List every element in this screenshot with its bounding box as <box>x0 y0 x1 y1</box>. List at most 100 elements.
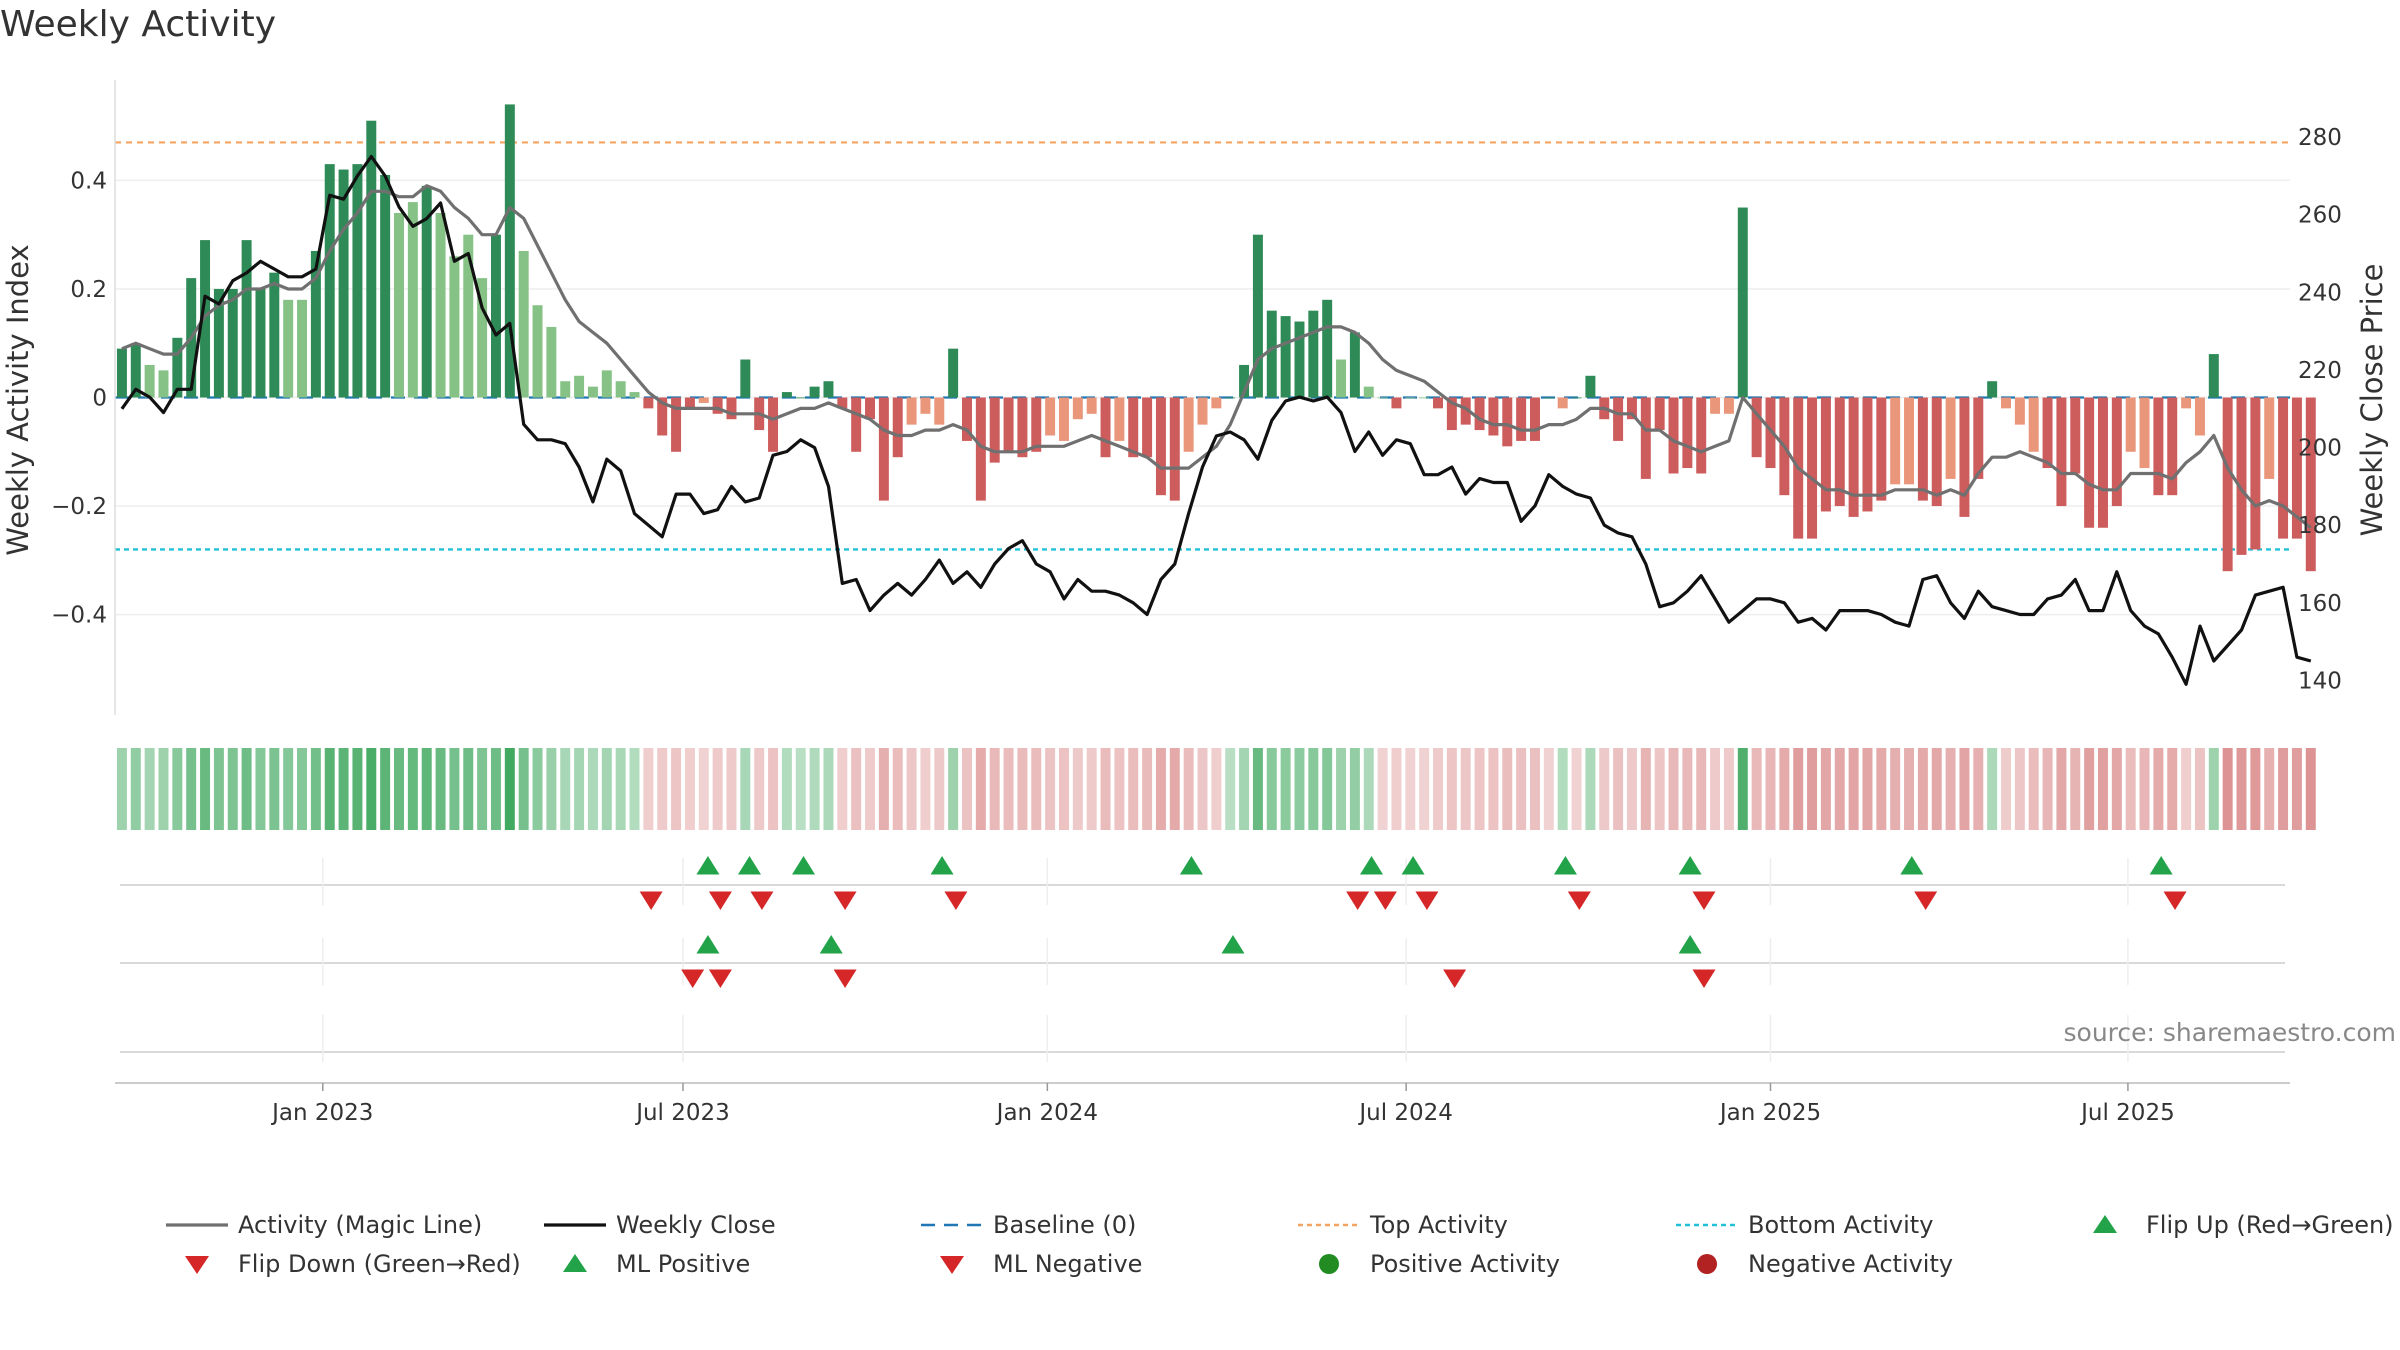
strip-cell-8 <box>227 748 238 830</box>
strip-cell-29 <box>518 748 529 830</box>
strip-cell-102 <box>1529 748 1540 830</box>
flip-up-marker-10 <box>2149 856 2173 875</box>
activity-bar-104 <box>1557 397 1568 409</box>
strip-cell-20 <box>394 748 404 830</box>
activity-bar-56 <box>892 397 903 458</box>
activity-bar-90 <box>1363 386 1374 398</box>
activity-bar-106 <box>1585 375 1596 398</box>
x-tick-4: Jan 2025 <box>1718 1100 1821 1126</box>
activity-bar-42 <box>698 397 709 403</box>
strip-cell-55 <box>878 748 889 830</box>
flip-up-marker-8 <box>1678 856 1702 875</box>
activity-bar-24 <box>449 256 460 398</box>
strip-cell-91 <box>1377 748 1388 830</box>
strip-cell-82 <box>1252 748 1263 830</box>
activity-bar-25 <box>463 234 474 398</box>
activity-bar-158 <box>2305 397 2316 572</box>
strip-cell-41 <box>684 748 695 830</box>
activity-bar-37 <box>629 392 640 398</box>
activity-bar-130 <box>1917 397 1928 501</box>
legend-label-mlpos: ML Positive <box>616 1250 750 1278</box>
activity-bars <box>116 104 2316 572</box>
strip-cell-107 <box>1599 748 1610 830</box>
activity-bar-135 <box>1987 381 1998 398</box>
activity-bar-113 <box>1682 397 1693 469</box>
activity-bar-45 <box>740 359 751 398</box>
activity-bar-134 <box>1973 397 1984 479</box>
activity-bar-26 <box>477 278 488 398</box>
activity-bar-80 <box>1225 397 1236 399</box>
strip-cell-147 <box>2153 748 2164 830</box>
activity-bar-85 <box>1294 321 1305 398</box>
strip-cell-56 <box>892 748 903 830</box>
strip-cell-89 <box>1349 748 1360 830</box>
strip-cell-40 <box>671 748 682 830</box>
strip-cell-22 <box>421 748 432 830</box>
series-lines <box>120 154 2312 686</box>
activity-bar-128 <box>1890 397 1901 485</box>
axes: 0.4 0.2 0 −0.2 −0.4 280 260 240 220 200 180 160 140 <box>51 80 2342 715</box>
legend-item-magic: Activity (Magic Line) <box>166 1211 482 1239</box>
activity-bar-109 <box>1626 397 1637 420</box>
strip-cell-67 <box>1045 748 1056 830</box>
flip-down-marker-9 <box>1692 891 1716 910</box>
activity-bar-44 <box>726 397 737 420</box>
activity-bar-146 <box>2139 397 2150 469</box>
activity-bar-43 <box>712 397 723 414</box>
strip-cell-112 <box>1668 748 1679 830</box>
strip-cell-31 <box>546 748 557 830</box>
strip-cell-64 <box>1003 748 1014 830</box>
activity-bar-11 <box>269 272 280 398</box>
strip-cell-90 <box>1363 748 1374 830</box>
activity-bar-149 <box>2181 397 2192 409</box>
strip-cell-16 <box>338 748 349 830</box>
strip-cell-114 <box>1696 748 1707 830</box>
strip-cell-109 <box>1626 748 1637 830</box>
strip-cell-157 <box>2291 748 2302 830</box>
activity-bar-88 <box>1336 359 1347 398</box>
strip-cell-142 <box>2084 748 2095 830</box>
flip-down-marker-4 <box>944 891 968 910</box>
activity-bar-143 <box>2097 397 2108 528</box>
activity-bar-145 <box>2125 397 2136 452</box>
strip-cell-79 <box>1211 748 1222 830</box>
activity-bar-50 <box>809 386 820 398</box>
legend-item-top: Top Activity <box>1298 1211 1508 1239</box>
y-axis-right-title: Weekly Close Price <box>2355 264 2389 537</box>
strip-cell-127 <box>1876 748 1887 830</box>
activity-bar-98 <box>1474 397 1485 431</box>
flip-up-marker-6 <box>1401 856 1425 875</box>
strip-cell-134 <box>1973 748 1984 830</box>
strip-cell-32 <box>560 748 571 830</box>
legend-label-negact: Negative Activity <box>1748 1250 1953 1278</box>
activity-bar-19 <box>380 174 391 398</box>
activity-bar-65 <box>1017 397 1028 458</box>
strip-cell-88 <box>1336 748 1347 830</box>
strip-cell-105 <box>1571 748 1582 830</box>
activity-bar-95 <box>1433 397 1443 409</box>
strip-cell-65 <box>1017 748 1028 830</box>
activity-bar-70 <box>1086 397 1097 414</box>
activity-bar-66 <box>1031 397 1042 452</box>
strip-cell-81 <box>1239 748 1250 830</box>
strip-cell-108 <box>1613 748 1624 830</box>
magic-line-series <box>121 184 2312 530</box>
x-tick-1: Jul 2023 <box>634 1100 730 1126</box>
y-left-tick-1: 0.2 <box>70 277 107 303</box>
strip-cell-125 <box>1848 748 1859 830</box>
x-tick-2: Jan 2024 <box>995 1100 1098 1126</box>
y-right-tick-2: 240 <box>2298 280 2342 306</box>
strip-cell-151 <box>2208 748 2219 830</box>
activity-bar-61 <box>962 397 972 441</box>
activity-bar-40 <box>671 397 682 452</box>
x-axis: Jan 2023 Jul 2023 Jan 2024 Jul 2024 Jan 2025… <box>270 1083 2175 1126</box>
activity-bar-137 <box>2014 397 2025 425</box>
strip-cell-85 <box>1294 748 1305 830</box>
strip-cell-70 <box>1086 748 1097 830</box>
x-tick-5: Jul 2025 <box>2079 1100 2175 1126</box>
flip-up-marker-5 <box>1360 856 1384 875</box>
activity-bar-28 <box>504 104 515 398</box>
strip-cell-95 <box>1433 748 1443 830</box>
activity-bar-31 <box>546 326 557 398</box>
activity-bar-94 <box>1419 397 1430 399</box>
